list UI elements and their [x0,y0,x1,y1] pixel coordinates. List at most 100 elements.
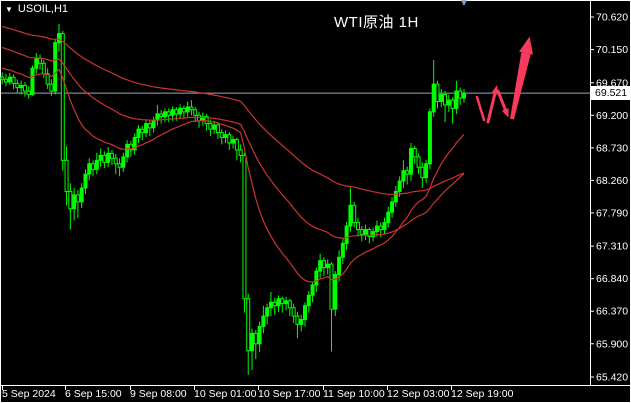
price-axis-label: 70.620 [596,12,628,24]
candle-body [144,123,149,134]
price-axis-label: 69.200 [596,110,628,122]
candle-body [306,294,311,307]
candle-body [94,159,99,170]
time-axis-label: 10 Sep 01:00 [194,388,257,400]
candle-body [3,78,8,83]
candle-body [15,82,20,89]
candle-body [257,325,262,345]
candle-body [125,143,130,158]
candle-body [132,136,137,151]
big-up-arrow-head[interactable] [519,36,534,55]
candle-body [359,229,364,235]
symbol-dropdown-icon[interactable]: ▼ [5,4,13,14]
candle-body [113,157,118,165]
price-axis-label: 66.840 [596,273,628,285]
candle-body [60,33,65,161]
candle-body [79,187,84,203]
big-up-arrow-body[interactable] [510,52,531,120]
candle-body [435,83,440,102]
candle-body [91,163,96,170]
candle-body [310,284,315,296]
candle-body [299,319,304,325]
candle-body [431,83,436,113]
time-axis-label: 5 Sep 2024 [2,388,56,400]
price-axis-label: 68.730 [596,142,628,154]
candle-body [109,152,114,159]
candle-body [238,149,243,156]
candle-body [147,123,152,129]
candle-body [303,305,307,321]
candle-body [181,107,186,113]
candle-body [189,106,194,111]
price-axis-label: 65.900 [596,338,628,350]
candle-body [318,260,323,272]
time-axis-label: 6 Sep 15:00 [65,388,122,400]
candle-body [348,204,353,227]
candle-body [325,263,330,269]
candle-body [344,225,349,244]
candle-body [155,113,160,121]
price-axis-label: 66.370 [596,306,628,318]
candle-body [170,109,175,116]
candle-body [193,109,198,116]
candle-body [408,148,413,175]
time-axis[interactable]: 5 Sep 2024 6 Sep 15:00 9 Sep 08:00 10 Sep 0… [2,385,514,400]
candle-body [393,190,398,203]
trend-annotations[interactable] [475,36,534,124]
candle-body [374,225,379,233]
candle-body [64,159,69,192]
price-axis-label: 67.790 [596,207,628,219]
candle-body [261,315,266,327]
annotation-arrow-head[interactable] [491,85,499,95]
candle-body [215,124,220,134]
candle-body [87,163,92,175]
candle-body [272,301,277,307]
ema-lines [1,25,465,283]
candle-body [443,94,448,106]
candle-body [53,42,58,92]
candle-body [68,190,73,210]
time-axis-label: 12 Sep 19:00 [451,388,514,400]
price-axis-label: 67.310 [596,241,628,253]
candle-body [439,94,444,102]
candle-body [227,134,232,144]
candle-body [26,90,31,96]
candle-body [253,332,258,345]
candle-body [38,58,43,64]
candle-body [19,85,24,89]
annotation-arrow-shaft[interactable] [496,89,507,111]
symbol-timeframe-label[interactable]: ▼ USOIL,H1 [5,3,68,15]
candle-body [382,222,387,231]
candle-body [197,114,202,122]
candle-body [166,111,171,116]
annotation-arrow-shaft[interactable] [486,92,497,124]
candle-body [276,298,281,307]
candle-body [314,270,319,286]
candle-body [140,128,145,134]
candle-body [185,106,190,113]
candle-body [56,33,61,44]
candle-body [386,211,391,224]
time-axis-label: 10 Sep 17:00 [258,388,321,400]
candle-body [371,231,376,237]
candle-body [454,90,459,109]
candle-body [136,128,141,138]
candles [0,23,466,375]
chart-title-annotation[interactable]: WTI原油 1H [334,14,419,31]
price-axis[interactable]: 70.62070.15069.67069.20068.73068.26067.7… [590,12,628,384]
candle-body [446,99,451,106]
annotation-segment[interactable] [475,95,486,122]
candle-body [291,307,296,317]
candle-body [223,134,228,138]
candle-body [284,300,289,305]
candle-body [250,332,255,352]
chart-shift-marker-icon[interactable]: ▼ [459,0,469,9]
ema-20-line [1,67,465,283]
candle-body [397,180,402,192]
candle-body [151,119,156,129]
annotation-arrow-head[interactable] [501,108,509,118]
candle-body [7,76,12,83]
candle-body [265,307,270,317]
